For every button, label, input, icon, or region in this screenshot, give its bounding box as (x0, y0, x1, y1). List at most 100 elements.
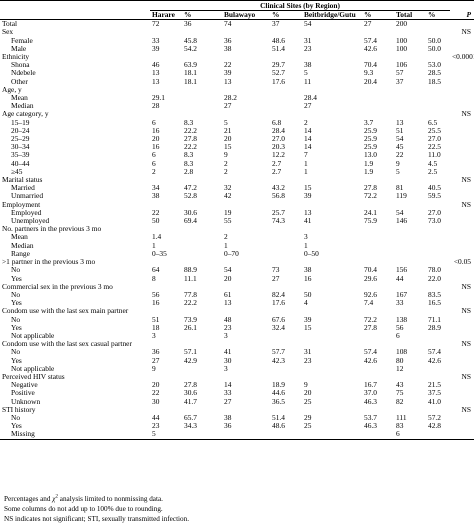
table-cell: 31 (304, 36, 312, 45)
table-row-sub: Not applicable 3 3 6 (0, 332, 474, 340)
row-label: Yes (11, 356, 22, 365)
table-cell: 20 (152, 381, 160, 390)
table-cell (426, 258, 450, 266)
table-cell (182, 406, 222, 414)
table-cell (426, 201, 450, 209)
table-cell (182, 233, 222, 241)
table-cell (222, 201, 270, 209)
table-cell: 20.4 (364, 77, 377, 86)
table-cell (450, 316, 474, 324)
table-cell: NS (461, 282, 471, 291)
table-cell: 23 (304, 356, 312, 365)
table-cell: 39 (152, 44, 160, 53)
table-cell: 18.1 (184, 69, 197, 78)
table-cell: 27.8 (184, 381, 197, 390)
table-row-category: Sex NS (0, 28, 474, 36)
table-cell: 51.4 (272, 413, 285, 422)
header-cell-label (0, 11, 150, 20)
table-row-sub: No 51 73.9 48 67.6 39 72.2 138 71.1 (0, 316, 474, 324)
table-cell: 7 (304, 151, 308, 160)
table-cell: 1 (152, 241, 156, 250)
table-cell: 9 (396, 159, 400, 168)
table-cell: 3 (224, 331, 228, 340)
table-cell (182, 201, 222, 209)
table-cell (270, 242, 302, 250)
table-row-sub: Married 34 47.2 32 43.2 15 27.8 81 40.5 (0, 184, 474, 192)
table-cell: 25 (304, 397, 312, 406)
table-row-sub: No 56 77.8 61 82.4 50 92.6 167 83.5 (0, 291, 474, 299)
row-label: 40–44 (11, 159, 30, 168)
table-cell: 5 (224, 118, 228, 127)
table-cell: 73.0 (428, 217, 441, 226)
table-cell: NS (461, 372, 471, 381)
table-cell: 11.1 (184, 274, 197, 283)
table-cell: 1 (304, 159, 308, 168)
table-cell: 108 (396, 348, 408, 357)
row-label: Female (11, 36, 33, 45)
table-cell: 30.6 (184, 208, 197, 217)
table-cell: 167 (396, 290, 408, 299)
table-cell (450, 102, 474, 110)
table-cell (302, 86, 362, 94)
table-cell: 30 (152, 397, 160, 406)
table-cell (426, 332, 450, 340)
table-cell: 100 (396, 44, 408, 53)
table-cell: 27.0 (428, 135, 441, 144)
table-cell (394, 110, 426, 118)
table-cell (150, 53, 182, 61)
table-cell: 17.6 (272, 77, 285, 86)
table-cell: 36.5 (272, 397, 285, 406)
table-cell: NS (461, 110, 471, 119)
table-cell: 9.3 (364, 69, 374, 78)
row-label: No (11, 413, 21, 422)
table-cell (450, 184, 474, 192)
table-cell (362, 201, 394, 209)
table-cell: 63.9 (184, 61, 197, 70)
table-cell: 57.2 (428, 413, 441, 422)
table-cell: 32.4 (272, 323, 285, 332)
table-cell (222, 283, 270, 291)
table-row-sub: Female 33 45.8 36 48.6 31 57.4 100 50.0 (0, 37, 474, 45)
table-cell: 28.4 (304, 94, 317, 103)
row-label: Median (11, 102, 34, 111)
table-cell: 15 (304, 184, 312, 193)
table-cell: 3 (304, 233, 308, 242)
row-label: Age category, y (2, 110, 49, 119)
table-cell: 42.6 (364, 356, 377, 365)
table-cell: 16 (152, 126, 160, 135)
table-cell: 0–70 (224, 249, 239, 258)
table-cell (450, 143, 474, 151)
row-label: Ndebele (11, 69, 36, 78)
table-cell: 41.0 (428, 397, 441, 406)
table-cell: 1 (224, 241, 228, 250)
table-cell: 37 (272, 19, 280, 29)
table-cell (450, 242, 474, 250)
header-cell: % (364, 10, 372, 19)
table-cell (450, 78, 474, 86)
table-cell: 29.7 (272, 61, 285, 70)
table-cell: 25.5 (428, 126, 441, 135)
table-cell: 81 (396, 184, 404, 193)
table-cell: 42.9 (184, 356, 197, 365)
table-cell: 29.1 (152, 94, 165, 103)
table-cell: 28 (152, 102, 160, 111)
table-cell: 46.3 (364, 422, 377, 431)
table-row-sub: Positive 22 30.6 33 44.6 20 37.0 75 37.5 (0, 389, 474, 397)
table-cell: 56 (396, 323, 404, 332)
table-cell: 23 (304, 44, 312, 53)
header-cell: % (184, 10, 192, 19)
table-cell (150, 28, 182, 36)
row-label: Range (11, 249, 30, 258)
row-label: Perceived HIV status (2, 372, 65, 381)
table-cell (394, 233, 426, 241)
table-cell: 18.5 (428, 77, 441, 86)
table-cell: 8.3 (184, 159, 194, 168)
table-cell (302, 176, 362, 184)
table-cell: 13 (152, 77, 160, 86)
table-row-sub: ≥45 2 2.8 2 2.7 1 1.9 5 2.5 (0, 168, 474, 176)
row-label: Condom use with the last sex casual part… (2, 340, 132, 349)
table-cell (270, 250, 302, 258)
table-cell (270, 430, 302, 439)
table-row-sub: Shona 46 63.9 22 29.7 38 70.4 106 53.0 (0, 61, 474, 69)
table-cell: 27.0 (272, 135, 285, 144)
